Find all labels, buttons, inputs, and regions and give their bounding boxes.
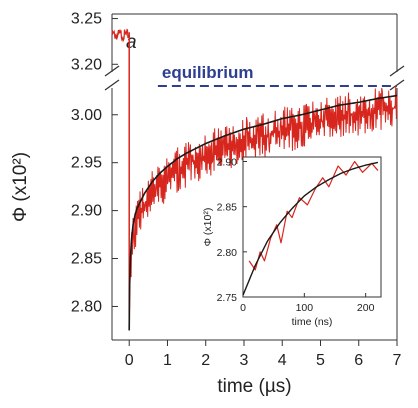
y-tick-label: 2.90: [71, 203, 102, 220]
x-tick-label: 7: [393, 352, 402, 369]
y-tick-label: 3.00: [71, 107, 102, 124]
y-axis-title: Φ (x10²): [10, 152, 31, 222]
fit-curve: [128, 94, 398, 331]
inset-x-tick-label: 200: [357, 302, 375, 314]
inset-x-tick-label: 0: [240, 302, 246, 314]
x-tick-label: 1: [163, 352, 172, 369]
data-trace: [128, 85, 398, 330]
equilibrium-label: equilibrium: [162, 63, 254, 82]
inset-y-tick-label: 2.80: [217, 247, 238, 259]
axis-break-left-lower: [104, 79, 120, 91]
x-tick-label: 6: [354, 352, 363, 369]
y-tick-label: 2.95: [71, 155, 102, 172]
inset-x-axis-title: time (ns): [292, 316, 333, 328]
axis-break-right-upper: [389, 65, 405, 77]
inset-y-tick-label: 2.90: [217, 157, 238, 169]
inset-y-tick-label: 2.75: [217, 292, 238, 304]
x-tick-label: 5: [316, 352, 325, 369]
y-tick-label: 3.25: [71, 11, 102, 28]
y-tick-label: 3.20: [71, 56, 102, 73]
axis-break-left-upper: [104, 65, 120, 77]
x-tick-label: 2: [201, 352, 210, 369]
data-trace-pretrigger: [111, 28, 130, 43]
inset-y-tick-label: 2.85: [217, 202, 238, 214]
x-tick-label: 0: [125, 352, 134, 369]
inset-data-trace: [248, 160, 379, 271]
y-tick-label: 2.85: [71, 251, 102, 268]
inset-frame: [242, 156, 382, 298]
x-tick-label: 3: [240, 352, 249, 369]
inset-fit-curve: [242, 161, 379, 296]
inset-y-axis-title: Φ (x10²): [202, 208, 214, 247]
x-tick-label: 4: [278, 352, 287, 369]
y-tick-label: 2.80: [71, 298, 102, 315]
inset-x-tick-label: 100: [296, 302, 314, 314]
x-axis-title: time (µs): [217, 376, 291, 397]
panel-label: a: [126, 32, 137, 53]
